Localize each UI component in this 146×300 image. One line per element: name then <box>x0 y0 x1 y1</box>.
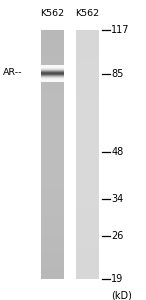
Text: AR--: AR-- <box>3 68 22 77</box>
Text: 19: 19 <box>111 274 124 284</box>
Text: 26: 26 <box>111 231 124 241</box>
Text: 48: 48 <box>111 147 124 157</box>
Text: (kD): (kD) <box>111 290 132 300</box>
Bar <box>64 30 76 279</box>
Text: K562: K562 <box>40 9 65 18</box>
Text: 117: 117 <box>111 25 130 35</box>
Text: 85: 85 <box>111 69 124 79</box>
Text: K562: K562 <box>75 9 100 18</box>
Text: 34: 34 <box>111 194 124 204</box>
